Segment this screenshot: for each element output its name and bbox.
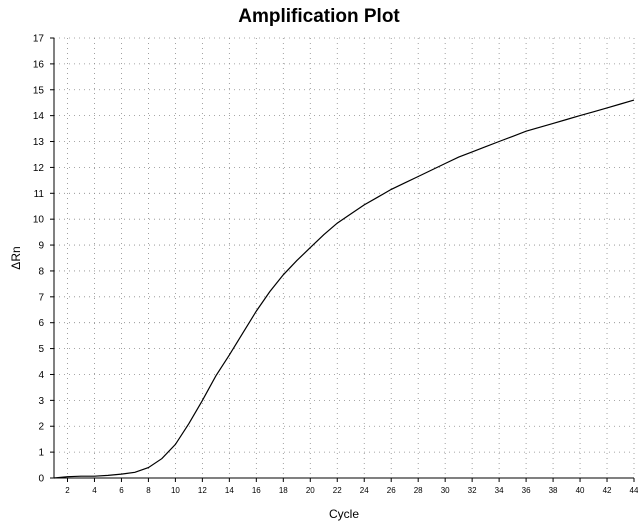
y-tick-label: 9 [38,241,44,252]
x-tick-label: 36 [522,486,531,495]
x-tick-label: 14 [225,486,234,495]
chart-title: Amplification Plot [238,6,400,27]
y-tick-label: 7 [38,292,44,303]
x-tick-label: 38 [549,486,558,495]
grid-lines [54,37,635,479]
x-tick-label: 22 [333,486,342,495]
x-tick-label: 6 [119,486,124,495]
y-tick-label: 12 [33,163,45,174]
y-tick-label: 3 [38,396,44,407]
x-tick-label: 24 [360,486,369,495]
x-tick-label: 26 [387,486,396,495]
x-axis-ticks: 2 4 6 8 10 12 14 16 18 20 22 24 26 28 30 32 34 36 38 40 42 44 [65,478,638,495]
y-tick-label: 15 [33,85,45,96]
x-tick-label: 44 [630,486,638,495]
x-tick-label: 20 [306,486,315,495]
y-axis-label: ΔRn [9,246,23,269]
y-tick-label: 17 [33,34,45,45]
x-tick-label: 8 [146,486,151,495]
x-tick-label: 28 [414,486,423,495]
x-tick-label: 4 [92,486,97,495]
x-tick-label: 10 [171,486,180,495]
x-tick-label: 42 [603,486,612,495]
y-tick-label: 14 [33,111,45,122]
x-tick-label: 30 [441,486,450,495]
y-tick-label: 1 [38,448,44,459]
x-tick-label: 18 [279,486,288,495]
x-tick-label: 40 [576,486,585,495]
x-tick-label: 2 [65,486,70,495]
y-tick-label: 13 [33,137,45,148]
y-tick-label: 2 [38,422,44,433]
y-tick-label: 16 [33,59,45,70]
y-tick-label: 11 [34,189,45,200]
y-tick-label: 10 [33,215,45,226]
x-tick-label: 12 [198,486,207,495]
x-tick-label: 32 [468,486,477,495]
y-tick-label: 0 [38,474,44,485]
x-tick-label: 16 [252,486,261,495]
y-tick-label: 8 [38,266,44,277]
amplification-curve [53,99,635,479]
y-tick-label: 5 [38,344,44,355]
x-tick-label: 34 [495,486,504,495]
y-tick-label: 4 [38,370,44,381]
y-tick-label: 6 [38,318,44,329]
x-axis-label: Cycle [329,507,359,521]
